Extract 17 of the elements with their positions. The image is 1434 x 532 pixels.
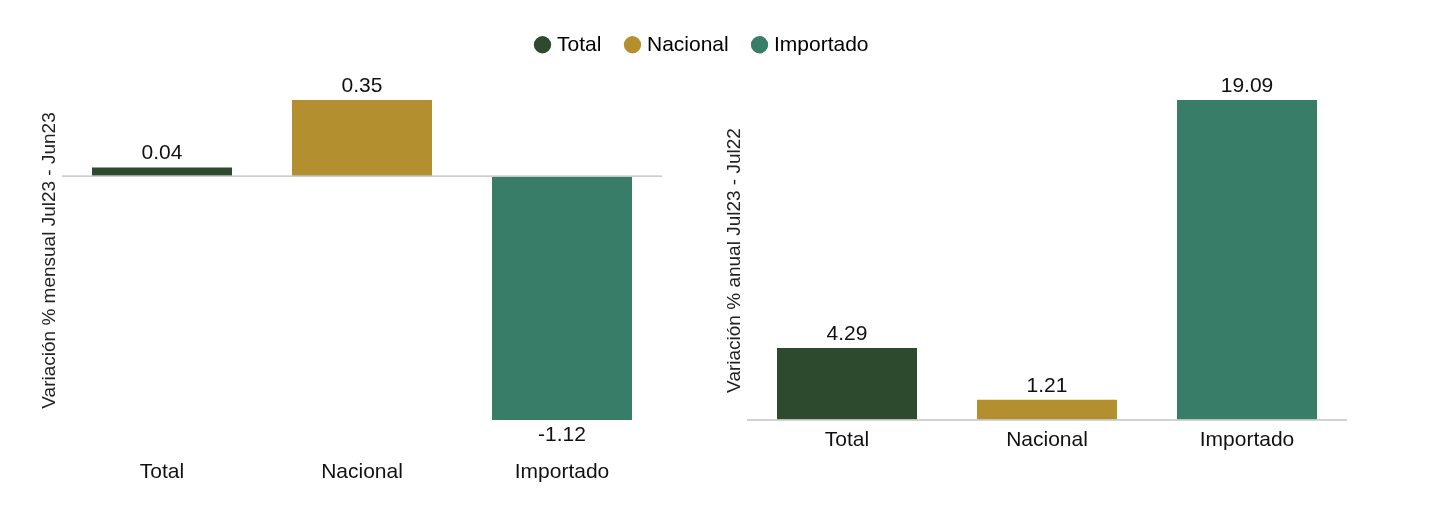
- legend-label: Importado: [774, 31, 869, 55]
- legend-label: Nacional: [647, 31, 729, 55]
- x-tick-label: Importado: [514, 458, 610, 482]
- x-tick-label: Importado: [1199, 426, 1295, 450]
- data-label: 1.21: [1026, 372, 1068, 396]
- x-tick-label: Nacional: [321, 458, 403, 482]
- data-label: -1.12: [538, 422, 586, 445]
- x-tick-label: Nacional: [1006, 426, 1088, 450]
- y-axis-title: Variación % mensual Jul23 - Jun23: [37, 112, 59, 409]
- y-axis-title: Variación % anual Jul23 - Jul22: [722, 128, 744, 393]
- data-label: 0.35: [341, 73, 383, 96]
- data-label: 0.04: [141, 140, 183, 164]
- x-tick-label: Total: [824, 426, 870, 450]
- data-label: 19.09: [1220, 73, 1274, 96]
- legend-label: Total: [557, 31, 602, 55]
- data-label: 4.29: [826, 321, 868, 345]
- x-tick-label: Total: [139, 458, 185, 482]
